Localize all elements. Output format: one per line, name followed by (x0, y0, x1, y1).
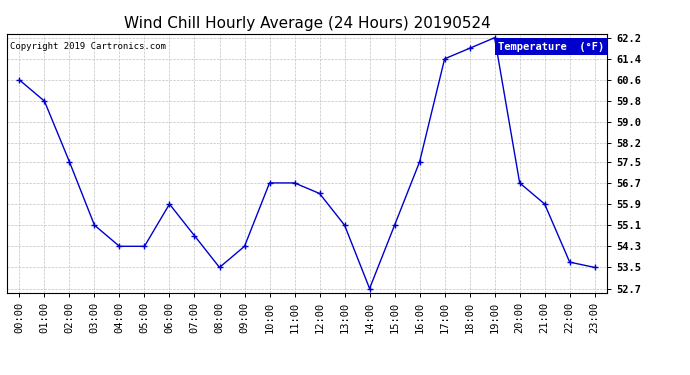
Text: Copyright 2019 Cartronics.com: Copyright 2019 Cartronics.com (10, 42, 166, 51)
Text: Temperature  (°F): Temperature (°F) (498, 42, 604, 51)
Title: Wind Chill Hourly Average (24 Hours) 20190524: Wind Chill Hourly Average (24 Hours) 201… (124, 16, 491, 31)
